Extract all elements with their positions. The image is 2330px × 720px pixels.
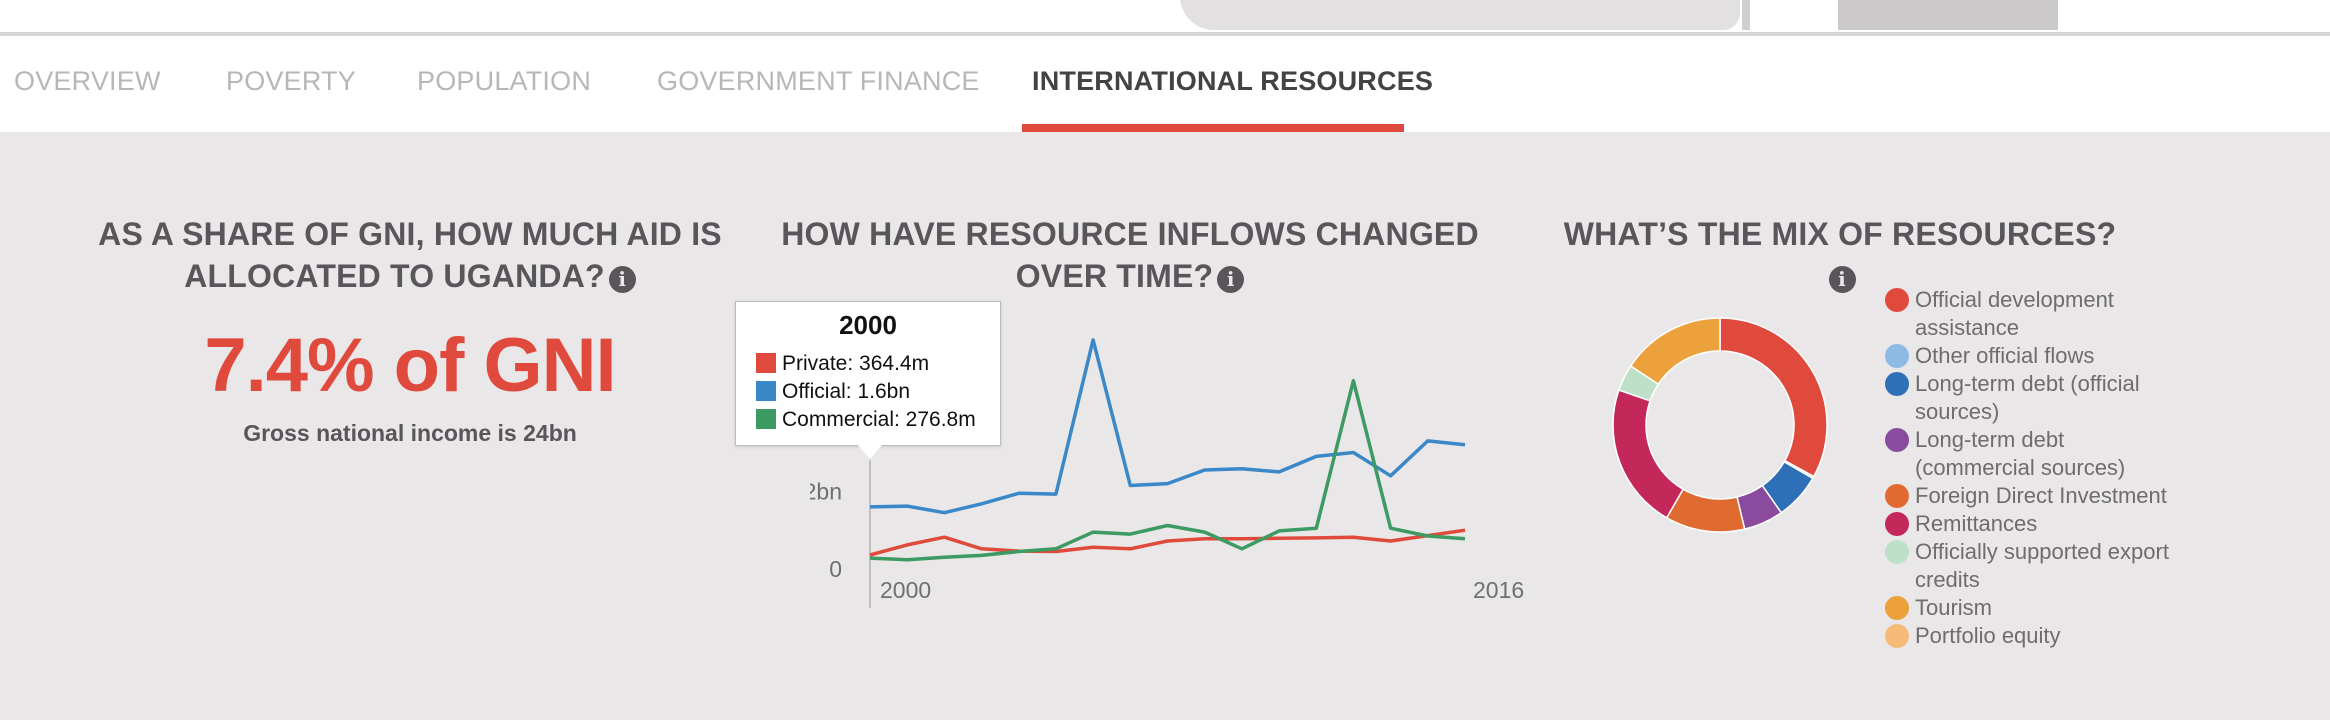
inflows-title-line2: OVER TIME? (1015, 258, 1214, 294)
legend-dot-icon (1885, 372, 1909, 396)
legend-item[interactable]: Remittances (1885, 510, 2185, 538)
legend-label: Official development assistance (1915, 287, 2114, 340)
y-tick-label: 0 (829, 556, 842, 582)
map-fragment (1838, 0, 2058, 30)
chart-tooltip: 2000 Private: 364.4m Official: 1.6bn Com… (735, 301, 1001, 446)
legend-label: Officially supported export credits (1915, 539, 2169, 592)
legend-label: Portfolio equity (1915, 623, 2061, 648)
map-fragment (1180, 0, 1740, 30)
gni-note: Gross national income is 24bn (243, 420, 577, 446)
active-tab-indicator (1022, 124, 1404, 132)
legend-label: Other official flows (1915, 343, 2095, 368)
tooltip-pointer (858, 445, 882, 459)
series-line-private[interactable] (869, 528, 1466, 557)
tooltip-commercial-label: Commercial: 276.8m (782, 408, 976, 431)
tooltip-row-official: Official: 1.6bn (756, 380, 910, 404)
info-icon[interactable]: i (1217, 266, 1245, 293)
legend-item[interactable]: Other official flows (1885, 342, 2185, 370)
legend-label: Long-term debt (official sources) (1915, 371, 2140, 424)
donut-slice[interactable] (1612, 389, 1685, 519)
mix-title: WHAT’S THE MIX OF RESOURCES? i (1560, 213, 2120, 297)
legend-label: Foreign Direct Investment (1915, 483, 2167, 508)
legend-dot-icon (1885, 624, 1909, 648)
legend-item[interactable]: Foreign Direct Investment (1885, 482, 2185, 510)
aid-share-value: 7.4% of GNI (204, 323, 616, 408)
donut-slice[interactable] (1719, 317, 1828, 478)
aid-share-title-line2: ALLOCATED TO UGANDA? (184, 258, 605, 294)
donut-slice[interactable] (1629, 317, 1721, 386)
legend-item[interactable]: Tourism (1885, 594, 2185, 622)
resource-mix-donut[interactable] (1610, 315, 1830, 535)
tooltip-year: 2000 (839, 310, 897, 340)
inflows-line-chart[interactable]: 0 2bn 2000 2016 (810, 330, 1540, 620)
donut-legend: Official development assistance Other off… (1885, 286, 2185, 650)
tooltip-row-commercial: Commercial: 276.8m (756, 408, 976, 432)
tooltip-official-label: Official: 1.6bn (782, 380, 911, 403)
swatch-official (756, 381, 776, 401)
map-strip (0, 0, 2330, 36)
legend-item[interactable]: Officially supported export credits (1885, 538, 2185, 594)
series-line-official[interactable] (869, 338, 1466, 515)
info-icon[interactable]: i (1828, 266, 1856, 293)
tab-international-resources[interactable]: INTERNATIONAL RESOURCES (1032, 66, 1434, 96)
mix-title-line1: WHAT’S THE MIX OF RESOURCES? (1563, 216, 2117, 252)
swatch-private (756, 353, 776, 373)
x-tick-label: 2000 (880, 577, 931, 603)
tab-overview[interactable]: OVERVIEW (14, 66, 161, 96)
legend-dot-icon (1885, 596, 1909, 620)
tab-population[interactable]: POPULATION (417, 66, 592, 96)
map-fragment (1742, 0, 1750, 30)
legend-dot-icon (1885, 428, 1909, 452)
legend-item[interactable]: Long-term debt (official sources) (1885, 370, 2185, 426)
legend-item[interactable]: Portfolio equity (1885, 622, 2185, 650)
aid-share-title: AS A SHARE OF GNI, HOW MUCH AID IS ALLOC… (80, 213, 740, 297)
x-tick-label: 2016 (1473, 577, 1524, 603)
aid-share-title-line1: AS A SHARE OF GNI, HOW MUCH AID IS (98, 216, 722, 252)
inflows-title-line1: HOW HAVE RESOURCE INFLOWS CHANGED (781, 216, 1479, 252)
series-line-commercial[interactable] (869, 378, 1466, 562)
legend-dot-icon (1885, 540, 1909, 564)
info-icon[interactable]: i (608, 266, 636, 293)
tab-poverty[interactable]: POVERTY (226, 66, 356, 96)
legend-dot-icon (1885, 288, 1909, 312)
legend-dot-icon (1885, 512, 1909, 536)
tab-bar: OVERVIEW POVERTY POPULATION GOVERNMENT F… (0, 36, 2330, 132)
legend-dot-icon (1885, 344, 1909, 368)
legend-dot-icon (1885, 484, 1909, 508)
legend-item[interactable]: Long-term debt (commercial sources) (1885, 426, 2185, 482)
legend-label: Long-term debt (commercial sources) (1915, 427, 2126, 480)
inflows-title: HOW HAVE RESOURCE INFLOWS CHANGED OVER T… (770, 213, 1490, 297)
legend-label: Tourism (1915, 595, 1993, 620)
legend-label: Remittances (1915, 511, 2038, 536)
legend-item[interactable]: Official development assistance (1885, 286, 2185, 342)
tab-government-finance[interactable]: GOVERNMENT FINANCE (657, 66, 980, 96)
y-tick-label: 2bn (810, 478, 842, 504)
swatch-commercial (756, 409, 776, 429)
tooltip-row-private: Private: 364.4m (756, 352, 929, 376)
tooltip-private-label: Private: 364.4m (782, 352, 930, 375)
